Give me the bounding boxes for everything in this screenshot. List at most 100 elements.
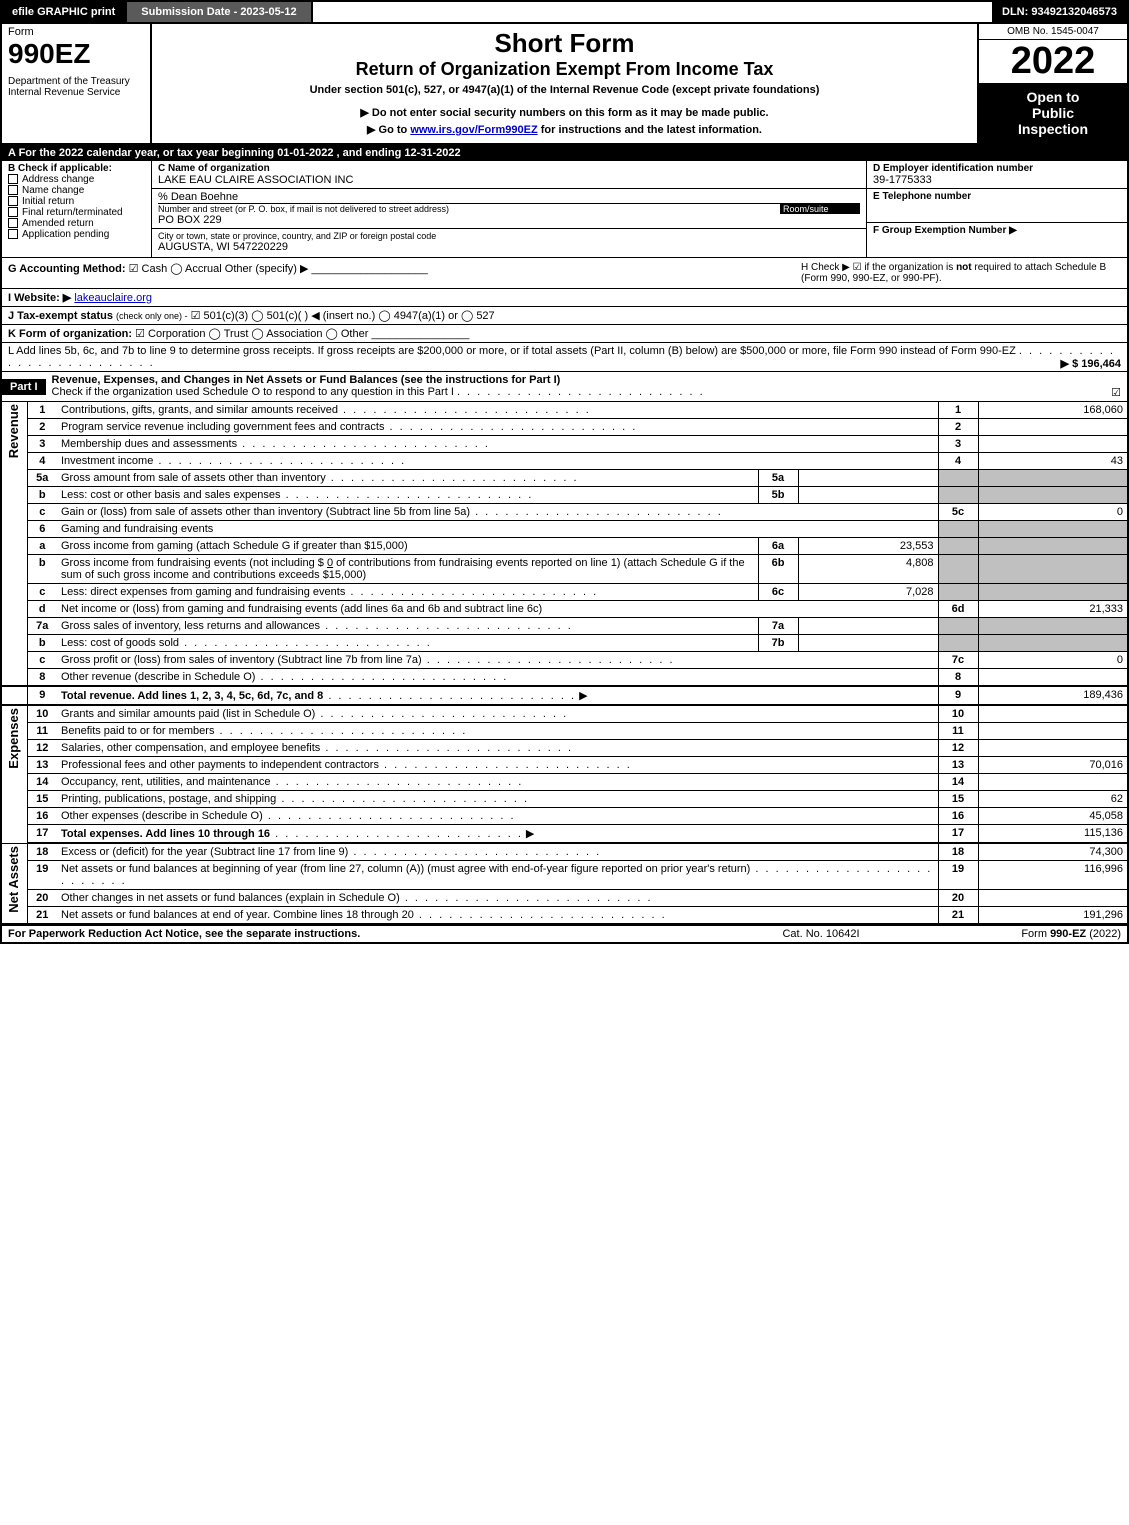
ln-7a: 7a <box>27 618 57 635</box>
d-7a: Gross sales of inventory, less returns a… <box>61 620 320 632</box>
chk-initial[interactable]: Initial return <box>8 196 145 207</box>
ln-5b: b <box>27 487 57 504</box>
lines-table: Revenue 1 Contributions, gifts, grants, … <box>0 402 1129 925</box>
d-20: Other changes in net assets or fund bala… <box>61 892 400 904</box>
sc-6a: 6a <box>758 538 798 555</box>
g-5a <box>938 470 978 487</box>
a-1: 168,060 <box>978 402 1128 419</box>
a-4: 43 <box>978 453 1128 470</box>
j-opts[interactable]: ☑ 501(c)(3) ◯ 501(c)( ) ◀ (insert no.) ◯… <box>191 310 495 322</box>
a-13: 70,016 <box>978 757 1128 774</box>
submission-date-button[interactable]: Submission Date - 2023-05-12 <box>127 2 312 22</box>
d-1: Contributions, gifts, grants, and simila… <box>61 404 338 416</box>
col-de: D Employer identification number 39-1775… <box>867 161 1127 257</box>
goto-post: for instructions and the latest informat… <box>538 124 762 136</box>
footer-right-post: (2022) <box>1086 928 1121 940</box>
chk-other[interactable]: Other (specify) ▶ ___________________ <box>225 263 428 275</box>
n-13: 13 <box>938 757 978 774</box>
chk-name[interactable]: Name change <box>8 185 145 196</box>
d-11: Benefits paid to or for members <box>61 725 214 737</box>
chk-address[interactable]: Address change <box>8 174 145 185</box>
sv-7a <box>798 618 938 635</box>
g-5b <box>938 487 978 504</box>
open-1: Open to <box>985 89 1121 105</box>
part-i-checkbox[interactable]: ☑ <box>1111 386 1121 399</box>
a-18: 74,300 <box>978 843 1128 861</box>
website-link[interactable]: lakeauclaire.org <box>74 292 152 304</box>
n-5c: 5c <box>938 504 978 521</box>
n-6d: 6d <box>938 601 978 618</box>
part-i-label: Part I <box>2 379 46 395</box>
ga-5a <box>978 470 1128 487</box>
ln-10: 10 <box>27 705 57 723</box>
c-city-block: City or town, state or province, country… <box>152 229 866 255</box>
ln-6a: a <box>27 538 57 555</box>
sv-7b <box>798 635 938 652</box>
goto-pre: ▶ Go to <box>367 124 410 136</box>
efile-print-button[interactable]: efile GRAPHIC print <box>2 2 127 22</box>
row-i: I Website: ▶ lakeauclaire.org <box>0 289 1129 307</box>
ln-17: 17 <box>27 825 57 844</box>
k-opts[interactable]: ☑ Corporation ◯ Trust ◯ Association ◯ Ot… <box>135 328 368 340</box>
footer-right: Form 990-EZ (2022) <box>921 928 1121 940</box>
n-11: 11 <box>938 723 978 740</box>
chk-amended[interactable]: Amended return <box>8 218 145 229</box>
b-title: B Check if applicable: <box>8 163 145 174</box>
ln-6: 6 <box>27 521 57 538</box>
g-6a <box>938 538 978 555</box>
a-3 <box>978 436 1128 453</box>
n-19: 19 <box>938 861 978 890</box>
form-number: 990EZ <box>8 38 144 70</box>
room-label: Room/suite <box>780 203 860 214</box>
chk-final[interactable]: Final return/terminated <box>8 207 145 218</box>
ln-7b: b <box>27 635 57 652</box>
g-7a <box>938 618 978 635</box>
a-11 <box>978 723 1128 740</box>
chk-cash[interactable]: ☑ Cash <box>129 263 168 275</box>
a-6d: 21,333 <box>978 601 1128 618</box>
n-18: 18 <box>938 843 978 861</box>
h-text1: H Check ▶ ☑ if the organization is <box>801 262 956 273</box>
d-7b: Less: cost of goods sold <box>61 637 179 649</box>
c-title: C Name of organization <box>158 163 860 174</box>
d-18: Excess or (deficit) for the year (Subtra… <box>61 846 348 858</box>
n-12: 12 <box>938 740 978 757</box>
n-9: 9 <box>938 686 978 705</box>
ga-6 <box>978 521 1128 538</box>
addr-label: Number and street (or P. O. box, if mail… <box>158 203 780 214</box>
chk-pending[interactable]: Application pending <box>8 229 145 240</box>
d-6: Gaming and fundraising events <box>61 523 213 535</box>
vlabel-netassets: Net Assets <box>6 846 21 913</box>
d-block: D Employer identification number 39-1775… <box>867 161 1127 189</box>
d-6d: Net income or (loss) from gaming and fun… <box>61 603 542 615</box>
f-label: F Group Exemption Number ▶ <box>873 225 1121 236</box>
ga-6b <box>978 555 1128 584</box>
g-block: G Accounting Method: ☑ Cash ◯ Accrual Ot… <box>8 262 801 284</box>
a-8 <box>978 669 1128 687</box>
sc-6b: 6b <box>758 555 798 584</box>
info-grid: B Check if applicable: Address change Na… <box>0 161 1129 258</box>
c-addr-block: % Dean Boehne Number and street (or P. O… <box>152 189 866 229</box>
sv-5b <box>798 487 938 504</box>
irs-link[interactable]: www.irs.gov/Form990EZ <box>410 124 537 136</box>
city-value: AUGUSTA, WI 547220229 <box>158 241 860 253</box>
section-a: A For the 2022 calendar year, or tax yea… <box>0 145 1129 161</box>
footer-right-pre: Form <box>1021 928 1050 940</box>
d-2: Program service revenue including govern… <box>61 421 384 433</box>
ln-7c: c <box>27 652 57 669</box>
h-block: H Check ▶ ☑ if the organization is not r… <box>801 262 1121 284</box>
form-header: Form 990EZ Department of the Treasury In… <box>0 24 1129 145</box>
l-amount: ▶ $ 196,464 <box>1061 357 1121 370</box>
chk-accrual[interactable]: ◯ Accrual <box>170 263 221 275</box>
n-8: 8 <box>938 669 978 687</box>
d-5c: Gain or (loss) from sale of assets other… <box>61 506 470 518</box>
footer: For Paperwork Reduction Act Notice, see … <box>0 925 1129 944</box>
open-3: Inspection <box>985 121 1121 137</box>
ln-8: 8 <box>27 669 57 687</box>
j-label: J Tax-exempt status <box>8 310 113 322</box>
n-16: 16 <box>938 808 978 825</box>
a-20 <box>978 890 1128 907</box>
ln-5a: 5a <box>27 470 57 487</box>
footer-left: For Paperwork Reduction Act Notice, see … <box>8 928 721 940</box>
d-6b-pre: Gross income from fundraising events (no… <box>61 557 327 569</box>
